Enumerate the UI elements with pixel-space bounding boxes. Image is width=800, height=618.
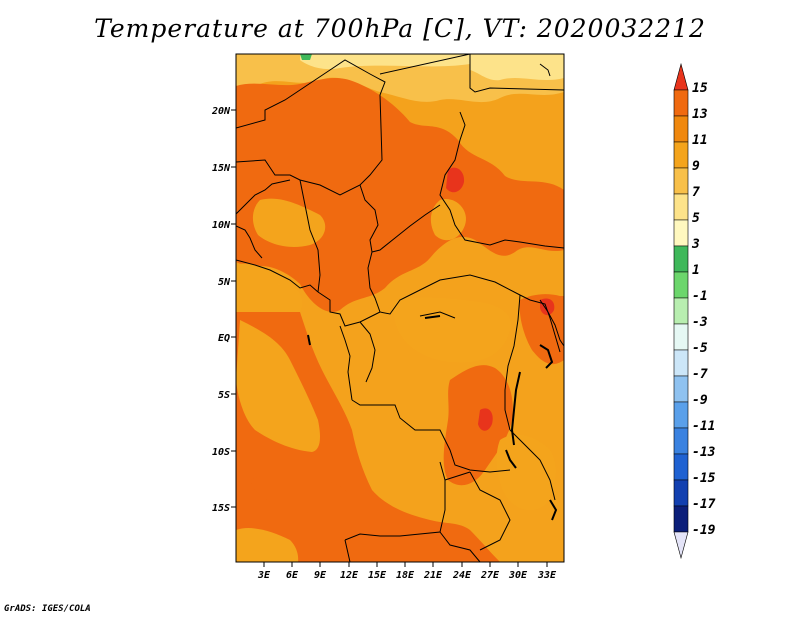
lon-labels: 3E 6E 9E 12E 15E 18E 21E 24E 27E 30E 33E (257, 570, 557, 581)
lat-label-15s: 15S (212, 503, 230, 514)
lat-label-15n: 15N (212, 163, 231, 174)
lat-label-5s: 5S (218, 390, 230, 401)
colorbar-label-m11: -11 (692, 419, 715, 434)
lat-label-10n: 10N (212, 220, 231, 231)
lake-outlines (307, 315, 558, 521)
colorbar-label-m13: -13 (692, 445, 716, 460)
lon-label-24e: 24E (452, 570, 472, 581)
colorbar-segment (673, 89, 689, 117)
colorbar (673, 62, 689, 560)
colorbar-segment (673, 219, 689, 247)
lon-label-12e: 12E (340, 570, 359, 581)
country-borders (236, 54, 564, 562)
chart-title: Temperature at 700hPa [C], VT: 202003221… (94, 14, 706, 43)
temperature-field (236, 54, 564, 562)
colorbar-label-m15: -15 (692, 471, 716, 486)
colorbar-segment (673, 531, 689, 560)
colorbar-segment (673, 141, 689, 169)
lat-label-10s: 10S (212, 447, 230, 458)
colorbar-label-13: 13 (692, 107, 708, 122)
colorbar-segment (673, 271, 689, 299)
colorbar-label-15: 15 (692, 81, 708, 96)
colorbar-label-m1: -1 (692, 289, 708, 304)
colorbar-label-m5: -5 (692, 341, 708, 356)
colorbar-label-m3: -3 (692, 315, 708, 330)
colorbar-segment (673, 427, 689, 455)
lat-label-5n: 5N (218, 277, 231, 288)
colorbar-segment (673, 401, 689, 429)
lon-label-6e: 6E (286, 570, 299, 581)
lon-label-30e: 30E (508, 570, 528, 581)
colorbar-segment (673, 167, 689, 195)
lon-label-27e: 27E (480, 570, 500, 581)
lat-label-20n: 20N (211, 106, 231, 117)
colorbar-segment (673, 375, 689, 403)
colorbar-labels: 15 13 11 9 7 5 3 1 -1 -3 -5 -7 -9 -11 -1… (691, 81, 716, 538)
colorbar-label-m9: -9 (692, 393, 708, 408)
colorbar-segment (673, 479, 689, 507)
lon-label-21e: 21E (423, 570, 443, 581)
colorbar-segment (673, 323, 689, 351)
colorbar-label-m7: -7 (692, 367, 708, 382)
lon-label-9e: 9E (314, 570, 327, 581)
colorbar-segment (673, 349, 689, 377)
map-frame (235, 53, 565, 563)
colorbar-segment (673, 505, 689, 533)
colorbar-label-1: 1 (692, 263, 700, 278)
lon-label-18e: 18E (396, 570, 415, 581)
colorbar-label-7: 7 (692, 185, 700, 200)
lat-ticks (231, 109, 236, 508)
colorbar-label-m17: -17 (692, 497, 716, 512)
colorbar-segment (673, 115, 689, 143)
colorbar-label-m19: -19 (692, 523, 716, 538)
colorbar-segment (673, 193, 689, 221)
colorbar-label-5: 5 (692, 211, 700, 226)
colorbar-segment (673, 245, 689, 273)
colorbar-segment (673, 62, 689, 91)
lon-label-3e: 3E (257, 570, 271, 581)
lat-label-eq: EQ (218, 333, 230, 344)
colorbar-label-3: 3 (691, 237, 700, 252)
colorbar-segment (673, 297, 689, 325)
colorbar-label-9: 9 (692, 159, 700, 174)
lon-label-33e: 33E (537, 570, 557, 581)
lat-labels: 20N 15N 10N 5N EQ 5S 10S 15S (211, 106, 231, 514)
lon-label-15e: 15E (368, 570, 387, 581)
colorbar-segment (673, 453, 689, 481)
credit-text: GrADS: IGES/COLA (4, 604, 91, 614)
lon-ticks (263, 562, 548, 567)
colorbar-label-11: 11 (692, 133, 708, 148)
